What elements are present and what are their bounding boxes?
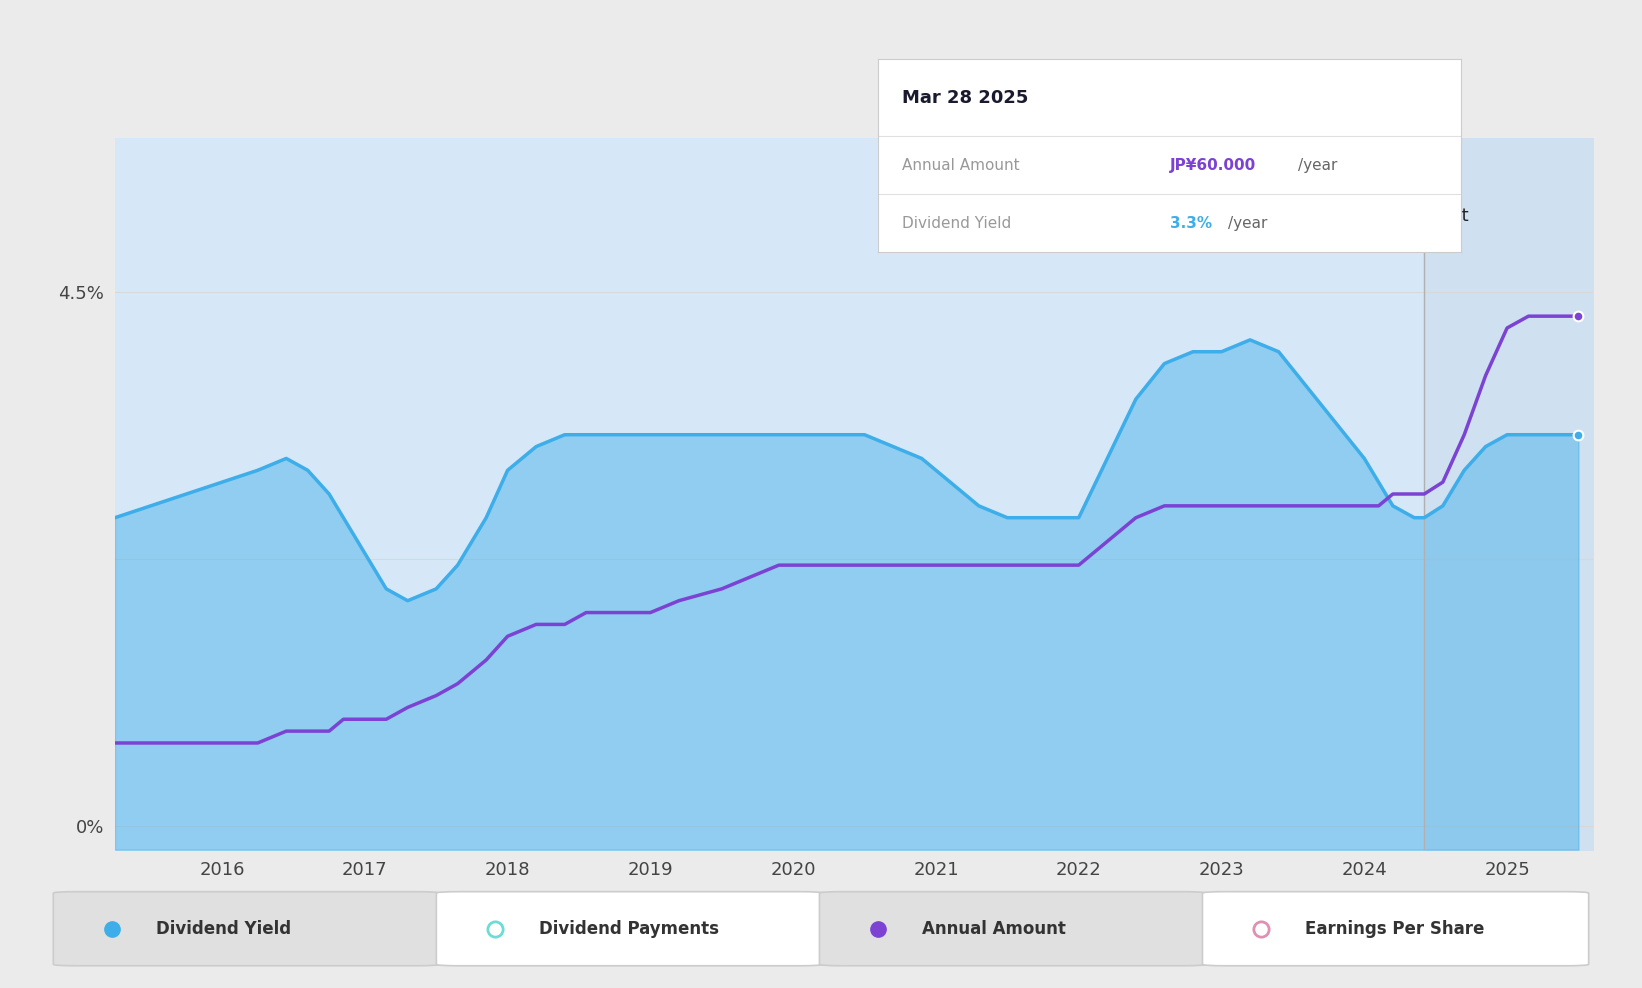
Text: Dividend Yield: Dividend Yield [156, 920, 291, 938]
Text: /year: /year [1299, 158, 1338, 173]
Text: Annual Amount: Annual Amount [921, 920, 1066, 938]
FancyBboxPatch shape [437, 891, 823, 966]
FancyBboxPatch shape [819, 891, 1205, 966]
Text: Past: Past [1432, 207, 1470, 225]
Text: Earnings Per Share: Earnings Per Share [1305, 920, 1484, 938]
Text: /year: /year [1228, 215, 1268, 230]
Text: JP¥60.000: JP¥60.000 [1169, 158, 1256, 173]
Text: Mar 28 2025: Mar 28 2025 [901, 89, 1028, 107]
Text: 3.3%: 3.3% [1169, 215, 1212, 230]
Text: Dividend Yield: Dividend Yield [901, 215, 1011, 230]
FancyBboxPatch shape [53, 891, 440, 966]
Text: Annual Amount: Annual Amount [901, 158, 1020, 173]
Text: Dividend Payments: Dividend Payments [539, 920, 719, 938]
FancyBboxPatch shape [1202, 891, 1589, 966]
